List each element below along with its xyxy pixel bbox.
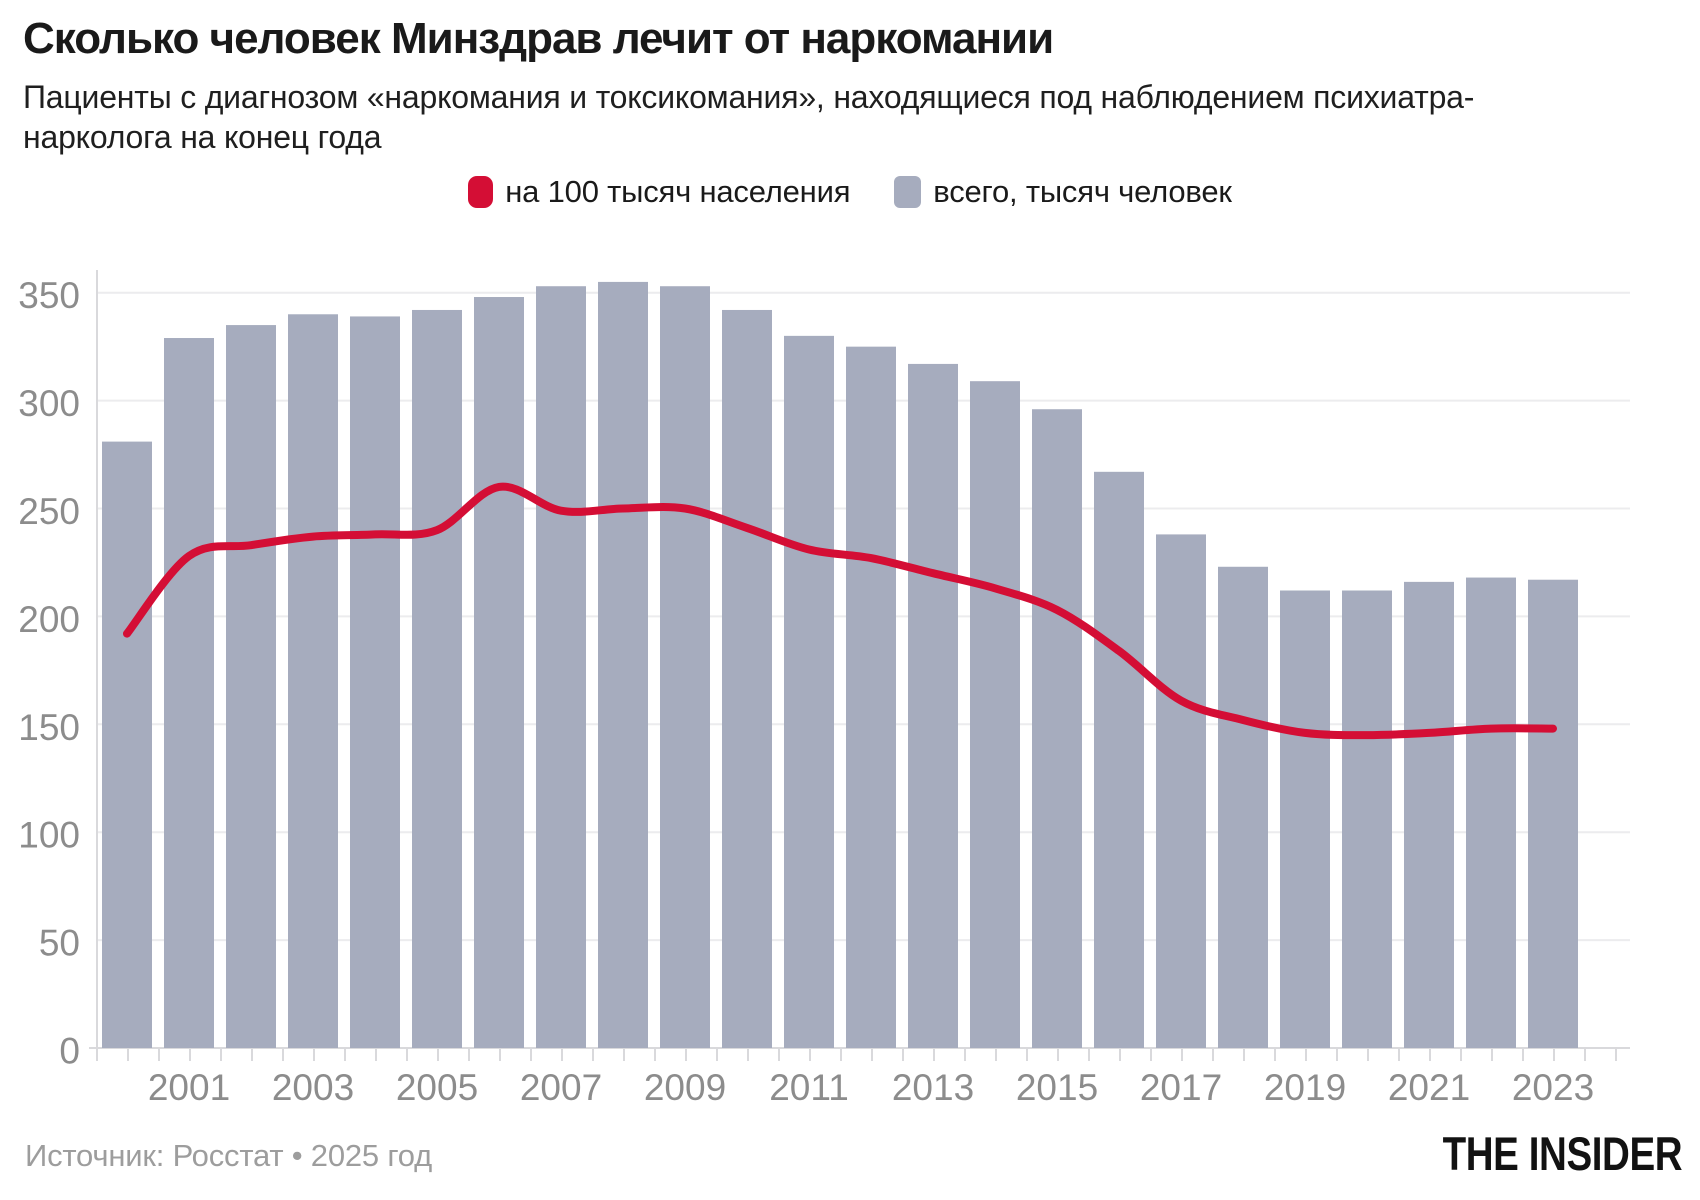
- combo-bar-line-chart: 0 50 100 150 200 250 300 350 2001 2003 2005 2007 200…: [18, 270, 1630, 1108]
- bar-2022: [1466, 577, 1516, 1048]
- bar-2000: [102, 441, 152, 1048]
- bar-2023: [1528, 579, 1578, 1048]
- bar-2011: [784, 335, 834, 1048]
- bar-2018: [1218, 566, 1268, 1048]
- bar-2017: [1156, 534, 1206, 1048]
- bar-2002: [226, 325, 276, 1048]
- per-100k-line: [123, 482, 1557, 740]
- x-axis-label-2017: 2017: [1140, 1067, 1222, 1108]
- x-axis-label-2013: 2013: [892, 1067, 974, 1108]
- y-axis-label-150: 150: [18, 707, 80, 748]
- page-subtitle: Пациенты с диагнозом «наркомания и токси…: [23, 78, 1475, 155]
- legend-label-total: всего, тысяч человек: [933, 174, 1232, 209]
- x-axis-label-2015: 2015: [1016, 1067, 1098, 1108]
- the-insider-logo: THE INSIDER: [1442, 1127, 1682, 1180]
- source-note: Источник: Росстат • 2025 год: [25, 1138, 433, 1173]
- y-axis-label-200: 200: [18, 599, 80, 640]
- bar-2010: [722, 309, 772, 1048]
- bar-2006: [474, 297, 524, 1048]
- x-axis-label-2007: 2007: [520, 1067, 602, 1108]
- bar-2021: [1404, 581, 1454, 1048]
- x-axis-label-2001: 2001: [148, 1067, 230, 1108]
- chart-header: Сколько человек Минздрав лечит от нарком…: [23, 14, 1677, 157]
- x-axis-label-2005: 2005: [396, 1067, 478, 1108]
- page-title: Сколько человек Минздрав лечит от нарком…: [23, 14, 1054, 63]
- x-axis-label-2019: 2019: [1264, 1067, 1346, 1108]
- legend-item-total: всего, тысяч человек: [894, 174, 1232, 210]
- bar-2004: [350, 316, 400, 1048]
- bar-2007: [536, 286, 586, 1048]
- bar-2015: [1032, 409, 1082, 1048]
- y-axis-label-0: 0: [59, 1031, 80, 1072]
- y-axis-label-350: 350: [18, 275, 80, 316]
- bar-2001: [164, 338, 214, 1048]
- x-axis-label-2003: 2003: [272, 1067, 354, 1108]
- bar-2013: [908, 363, 958, 1048]
- bar-2019: [1280, 590, 1330, 1048]
- y-axis-label-250: 250: [18, 491, 80, 532]
- chart-legend: на 100 тысяч населения всего, тысяч чело…: [0, 174, 1700, 210]
- bar-2003: [288, 314, 338, 1048]
- y-axis-label-300: 300: [18, 383, 80, 424]
- x-axis-label-2009: 2009: [644, 1067, 726, 1108]
- bar-2020: [1342, 590, 1392, 1048]
- line-series-swatch-icon: [468, 176, 494, 208]
- legend-label-per-100k: на 100 тысяч населения: [505, 174, 851, 209]
- bar-2008: [598, 281, 648, 1048]
- bar-2012: [846, 346, 896, 1048]
- x-axis-label-2023: 2023: [1512, 1067, 1594, 1108]
- bar-2014: [970, 381, 1020, 1048]
- bar-series-swatch-icon: [894, 176, 922, 208]
- bar-2016: [1094, 471, 1144, 1049]
- y-axis-label-100: 100: [18, 815, 80, 856]
- x-axis-label-2021: 2021: [1388, 1067, 1470, 1108]
- bar-2005: [412, 309, 462, 1048]
- y-axis-label-50: 50: [39, 923, 80, 964]
- bar-2009: [660, 286, 710, 1048]
- legend-item-per-100k: на 100 тысяч населения: [468, 174, 850, 210]
- x-axis-label-2011: 2011: [769, 1067, 849, 1108]
